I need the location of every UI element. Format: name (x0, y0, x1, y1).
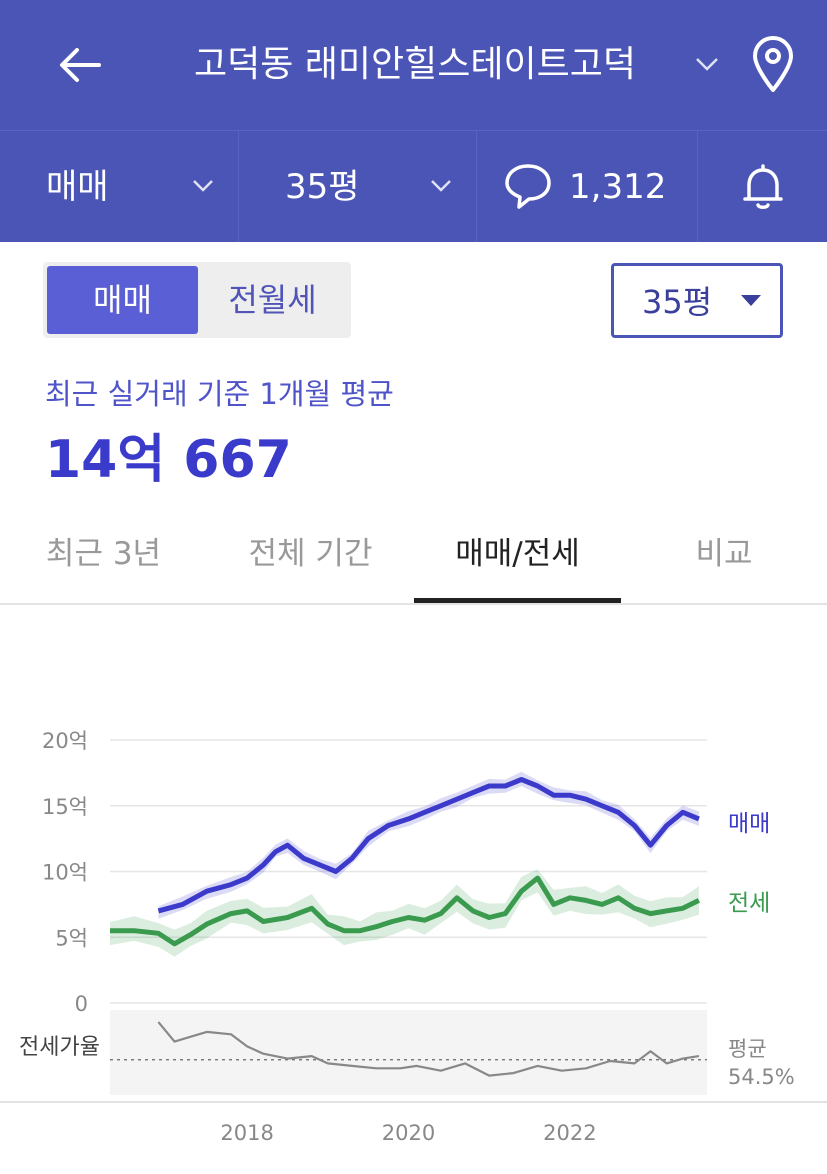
x-tick-label: 2018 (220, 1121, 273, 1145)
comment-count: 1,312 (569, 167, 667, 207)
price-bands (110, 771, 699, 957)
size-label: 35평 (285, 167, 360, 207)
filter-bar: 매매 35평 1,312 (0, 130, 827, 242)
chevron-down-icon[interactable] (692, 52, 722, 76)
toggle-sale[interactable]: 매매 (47, 266, 198, 334)
tab-recent-3y[interactable]: 최근 3년 (45, 536, 162, 572)
active-tab-indicator (414, 598, 621, 603)
y-tick-label: 5억 (55, 926, 88, 950)
chevron-down-icon (431, 180, 451, 192)
size-select[interactable]: 35평 (611, 263, 783, 338)
legend-sale: 매매 (728, 811, 770, 837)
bell-icon (743, 164, 783, 209)
average-price: 14억 667 (45, 430, 292, 490)
tab-compare[interactable]: 비교 (695, 536, 753, 572)
caret-down-icon (741, 295, 761, 306)
chevron-down-icon (193, 180, 213, 192)
location-pin-icon[interactable] (750, 34, 796, 94)
size-dropdown[interactable]: 35평 (239, 131, 477, 242)
y-tick-label: 0 (75, 992, 88, 1016)
tab-all-period[interactable]: 전체 기간 (248, 536, 373, 572)
jeonse-spread-band (110, 869, 699, 957)
back-arrow-icon[interactable] (55, 40, 105, 90)
comments-button[interactable]: 1,312 (477, 131, 698, 242)
sale-series-line (157, 777, 700, 914)
chat-bubble-icon (505, 164, 551, 209)
ratio-average-label: 평균 (728, 1037, 767, 1061)
price-basis-label: 최근 실거래 기준 1개월 평균 (45, 377, 394, 411)
period-tabs: 최근 3년 전체 기간 매매/전세 비교 (0, 520, 827, 605)
jeonse-series-line (110, 875, 701, 947)
ratio-panel (110, 1010, 707, 1095)
x-tick-label: 2020 (382, 1121, 435, 1145)
trade-type-dropdown[interactable]: 매매 (0, 131, 239, 242)
ratio-average-value: 54.5% (728, 1065, 795, 1089)
y-tick-label: 10억 (42, 861, 88, 885)
tab-sale-jeonse[interactable]: 매매/전세 (455, 536, 580, 572)
trade-toggle: 매매 전월세 (43, 262, 351, 338)
top-bar: 고덕동 래미안힐스테이트고덕 (0, 0, 827, 130)
ratio-panel-bg (110, 1010, 707, 1095)
ratio-label: 전세가율 (19, 1035, 100, 1060)
y-tick-label: 15억 (42, 795, 88, 819)
notification-button[interactable] (698, 131, 827, 242)
legend-jeonse: 전세 (728, 890, 770, 916)
ratio-series-line (157, 1021, 700, 1077)
y-tick-label: 20억 (42, 729, 88, 753)
page-title[interactable]: 고덕동 래미안힐스테이트고덕 (193, 44, 636, 85)
size-select-value: 35평 (642, 283, 713, 321)
series-lines (110, 777, 701, 1077)
trade-type-label: 매매 (46, 167, 109, 207)
toggle-rent[interactable]: 전월세 (228, 281, 317, 319)
chart-grid (0, 739, 827, 1103)
x-tick-label: 2022 (543, 1121, 596, 1145)
